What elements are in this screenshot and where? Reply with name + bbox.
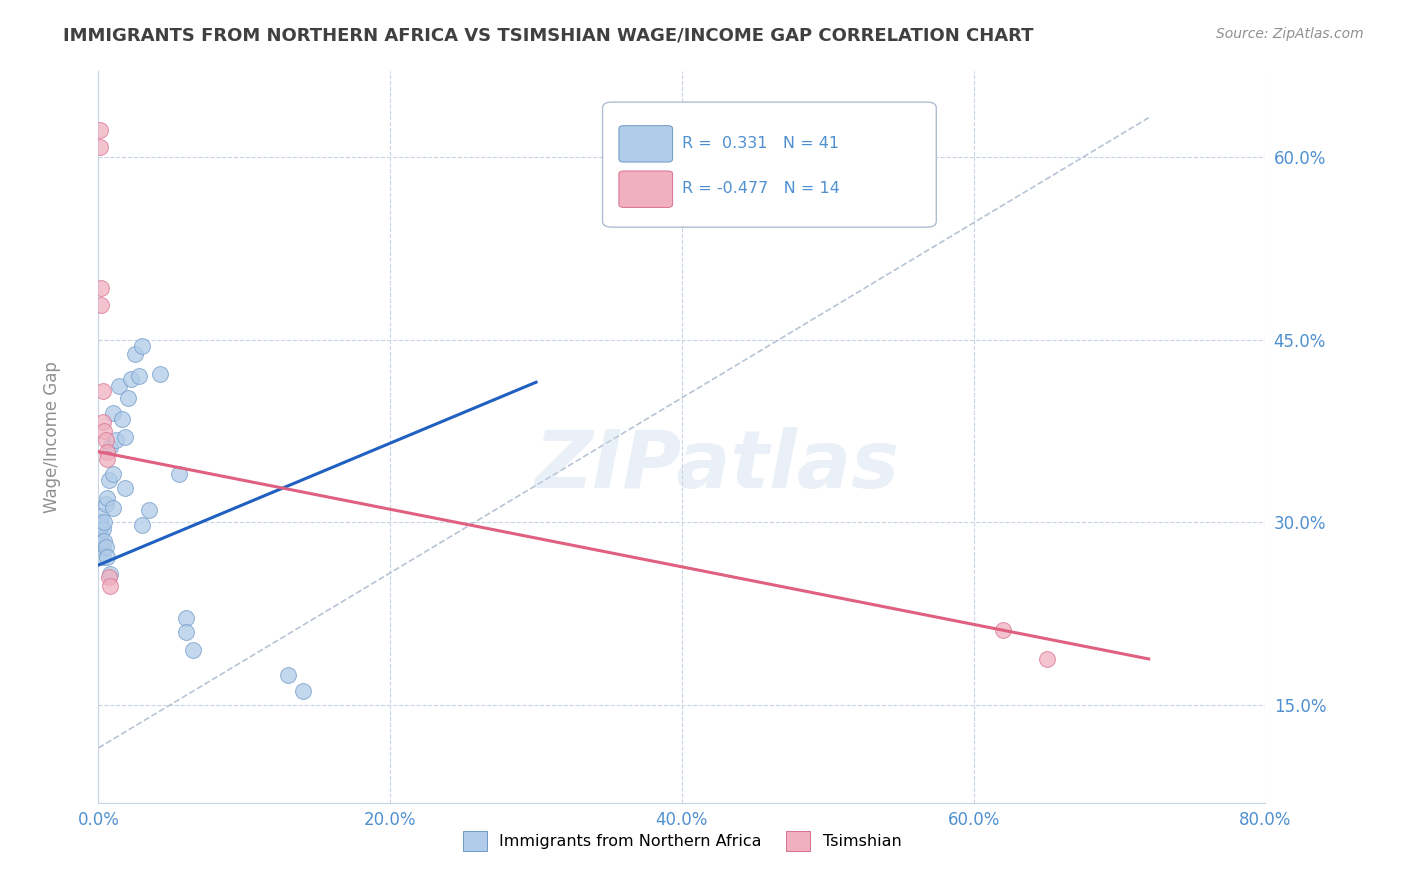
Point: [89, 516, 111, 530]
Point: [114, 430, 136, 444]
Point: [91, 384, 114, 398]
Point: [90, 533, 112, 548]
Point: [101, 467, 124, 481]
Point: [89, 140, 111, 154]
Point: [98, 579, 121, 593]
Point: [131, 517, 153, 532]
Text: Wage/Income Gap: Wage/Income Gap: [42, 361, 60, 513]
Text: R = -0.477   N = 14: R = -0.477 N = 14: [682, 181, 839, 196]
Point: [90, 509, 112, 524]
Point: [98, 566, 121, 581]
Point: [96, 444, 118, 458]
Point: [89, 123, 111, 137]
Legend: Immigrants from Northern Africa, Tsimshian: Immigrants from Northern Africa, Tsimshi…: [456, 825, 908, 857]
Point: [91, 549, 114, 564]
Point: [114, 481, 136, 495]
Point: [90, 281, 112, 295]
Point: [96, 491, 118, 505]
Point: [104, 433, 127, 447]
Point: [89, 530, 111, 544]
Point: [124, 347, 146, 361]
Point: [291, 683, 314, 698]
FancyBboxPatch shape: [603, 102, 936, 227]
Point: [138, 503, 160, 517]
Point: [93, 516, 115, 530]
Point: [167, 467, 190, 481]
Point: [94, 433, 117, 447]
Point: [1035, 652, 1057, 666]
Point: [108, 379, 131, 393]
Point: [89, 521, 111, 535]
Point: [91, 521, 114, 535]
Text: IMMIGRANTS FROM NORTHERN AFRICA VS TSIMSHIAN WAGE/INCOME GAP CORRELATION CHART: IMMIGRANTS FROM NORTHERN AFRICA VS TSIMS…: [63, 27, 1033, 45]
Point: [120, 371, 142, 385]
FancyBboxPatch shape: [619, 126, 672, 162]
Point: [101, 500, 124, 515]
Point: [111, 412, 134, 426]
Point: [128, 369, 150, 384]
Point: [91, 542, 114, 557]
Point: [93, 533, 115, 548]
Point: [90, 298, 112, 312]
Point: [93, 424, 115, 438]
Point: [101, 406, 124, 420]
Point: [91, 416, 114, 430]
Text: ZIPatlas: ZIPatlas: [534, 427, 900, 506]
Point: [97, 570, 120, 584]
Point: [90, 517, 112, 532]
Point: [181, 643, 204, 657]
Point: [96, 452, 118, 467]
Point: [277, 667, 299, 682]
FancyBboxPatch shape: [619, 171, 672, 208]
Point: [131, 339, 153, 353]
Point: [991, 623, 1014, 637]
Point: [174, 625, 197, 640]
Point: [174, 610, 197, 624]
Point: [149, 367, 172, 381]
Point: [97, 473, 120, 487]
Point: [89, 540, 111, 554]
Point: [96, 549, 118, 564]
Text: R =  0.331   N = 41: R = 0.331 N = 41: [682, 136, 839, 151]
Point: [94, 497, 117, 511]
Point: [94, 540, 117, 554]
Text: Source: ZipAtlas.com: Source: ZipAtlas.com: [1216, 27, 1364, 41]
Point: [98, 440, 121, 454]
Point: [117, 391, 139, 405]
